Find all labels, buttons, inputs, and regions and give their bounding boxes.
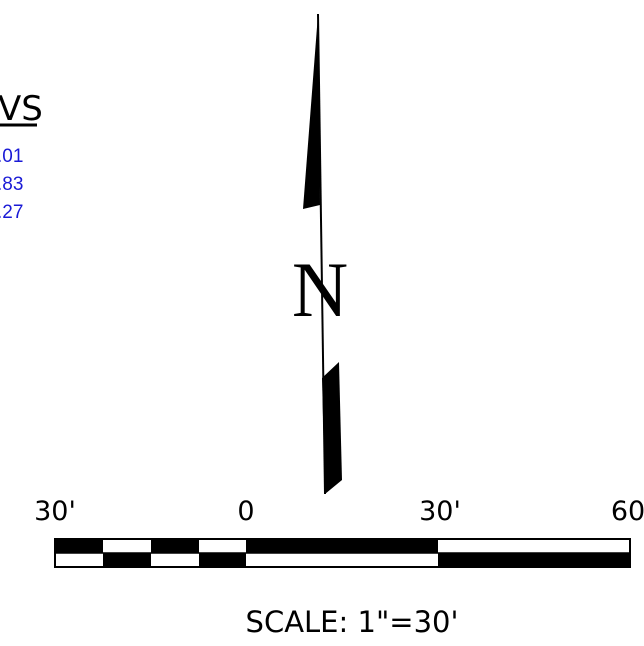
scale-label-60: 60 — [611, 496, 644, 527]
scale-cell — [199, 553, 246, 567]
scale-segment-0-30 — [246, 539, 438, 553]
north-arrow-upper-barb — [303, 14, 320, 209]
scale-bar — [54, 538, 631, 568]
partial-value-3: .27 — [0, 202, 23, 223]
scale-label-30-left: 30' — [34, 496, 76, 527]
north-arrow: N — [292, 13, 348, 495]
scale-label-30-right: 30' — [419, 496, 461, 527]
north-arrow-lower-barb — [322, 362, 342, 494]
north-letter: N — [292, 246, 348, 333]
scale-label-0: 0 — [237, 496, 254, 527]
scale-segment-30-60 — [438, 553, 630, 567]
scale-cell — [103, 553, 151, 567]
scale-cell — [151, 539, 199, 553]
scale-cell — [55, 539, 103, 553]
partial-value-2: .83 — [0, 174, 23, 195]
partial-value-1: .01 — [0, 146, 23, 167]
scale-caption: SCALE: 1"=30' — [246, 605, 459, 639]
partial-heading: VS — [0, 89, 43, 129]
